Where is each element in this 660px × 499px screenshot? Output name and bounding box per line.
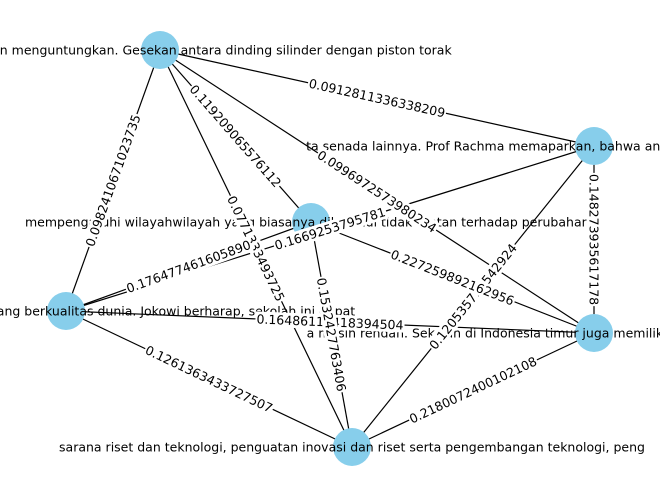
- edge-label-background: [586, 172, 602, 307]
- edge-label-background: [425, 239, 521, 354]
- edge-weight-label: 0.0912811336338209: [307, 76, 446, 121]
- edge-label-background: [82, 111, 144, 250]
- edge-label-background: [123, 236, 254, 297]
- edge-weight-label: 0.176477461605890: [124, 237, 252, 296]
- edge-weight-label: 0.1261363433727507: [143, 342, 275, 415]
- edge-label-background: [271, 203, 389, 254]
- edge-label-background: [223, 192, 289, 305]
- edge-label-n4-n6: 0.1261363433727507: [142, 341, 276, 417]
- edge-label-n4-n3: 0.176477461605890: [123, 236, 254, 297]
- node-n5: [575, 314, 613, 352]
- edge-label-background: [313, 146, 441, 237]
- node-n4: [47, 292, 85, 330]
- edge-weight-label: 0.148273935617178: [587, 174, 602, 305]
- node-n2: [575, 127, 613, 165]
- node-label-n3: mempengaruhi wilayahwilayah yang biasany…: [25, 215, 597, 230]
- node-label-n2: ta senada lainnya. Prof Rachma memaparka…: [306, 139, 660, 154]
- edge-label-background: [405, 353, 541, 427]
- edge-label-background: [387, 246, 518, 309]
- edge-label-background: [313, 275, 350, 394]
- edge-label-background: [185, 80, 286, 192]
- edge-label-n1-n2: 0.0912811336338209: [306, 75, 448, 121]
- node-label-n1: at merugikan ataupun menguntungkan. Gese…: [0, 43, 452, 58]
- node-n6: [333, 428, 371, 466]
- edge-label-n2-n5: 0.148273935617178: [586, 172, 602, 307]
- node-n1: [141, 31, 179, 69]
- nodes-layer: [47, 31, 613, 466]
- edge-label-n5-n6: 0.2180072400102108: [405, 353, 541, 427]
- edge-label-n1-n3: 0.119209065576112: [185, 80, 286, 192]
- node-label-n6: sarana riset dan teknologi, penguatan in…: [59, 440, 645, 455]
- edge-weight-label: 0.2180072400102108: [407, 354, 539, 427]
- edge-label-background: [142, 341, 276, 417]
- edge-label-background: [306, 75, 448, 121]
- node-labels-layer: at merugikan ataupun menguntungkan. Gese…: [0, 43, 660, 455]
